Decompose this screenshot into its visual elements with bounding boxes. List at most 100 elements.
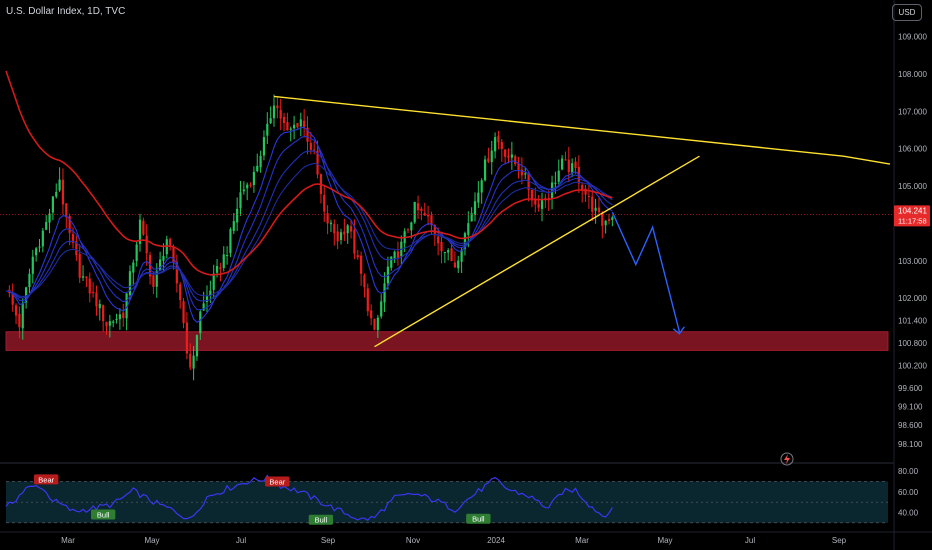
candle-body — [410, 222, 413, 231]
ema-ribbon-line-3 — [5, 150, 613, 302]
candle-body — [597, 207, 601, 213]
chart-title: U.S. Dollar Index, 1D, TVC — [6, 6, 126, 17]
candle-body — [433, 225, 436, 236]
candle-body — [85, 276, 88, 279]
candle-body — [363, 275, 366, 288]
currency-button[interactable]: USD — [892, 4, 922, 21]
candle-body — [353, 229, 356, 254]
candle-body — [336, 231, 339, 242]
candle-body — [192, 355, 195, 369]
candle-body — [366, 288, 369, 312]
candle-body — [470, 213, 473, 222]
y-tick-label: 107.000 — [898, 107, 927, 116]
candle-body — [329, 222, 333, 225]
candle-body — [460, 250, 463, 262]
candle-body — [226, 255, 229, 257]
y-tick-label: 103.000 — [898, 257, 927, 266]
candle-body — [581, 184, 584, 191]
candle-body — [416, 203, 420, 211]
candle-body — [148, 254, 152, 277]
candle-body — [487, 158, 490, 162]
candle-body — [262, 137, 266, 156]
y-tick-label: 108.000 — [898, 70, 927, 79]
divergence-label-bull: Bull — [466, 513, 491, 524]
candle-body — [540, 198, 544, 209]
divergence-badge-text: Bear — [269, 477, 285, 486]
divergence-label-bull: Bull — [308, 514, 334, 525]
candle-body — [524, 173, 527, 175]
projection-arrowhead — [672, 326, 685, 335]
candle-body — [547, 198, 550, 200]
candle-body — [282, 117, 286, 123]
y-tick-label: 99.600 — [898, 384, 923, 393]
candle-body — [182, 301, 185, 324]
candle-body — [323, 195, 326, 212]
candle-body — [249, 184, 252, 187]
candle-body — [272, 105, 276, 119]
candle-body — [41, 230, 44, 247]
candle-body — [594, 207, 597, 211]
candle-body — [38, 246, 41, 248]
candle-body — [567, 159, 570, 173]
candle-body — [393, 251, 396, 259]
candle-body — [21, 303, 24, 329]
candle-body — [373, 318, 376, 330]
candle-body — [577, 167, 580, 184]
rsi-y-tick-label: 60.00 — [898, 488, 919, 497]
divergence-badge-text: Bull — [472, 515, 485, 524]
candle-body — [413, 201, 416, 223]
candle-body — [209, 290, 212, 296]
candle-body — [172, 246, 175, 263]
candle-body — [75, 241, 78, 256]
divergence-label-bull: Bull — [90, 509, 116, 520]
candle-body — [118, 314, 121, 320]
candle-body — [259, 155, 262, 168]
candle-body — [534, 199, 537, 205]
candle-body — [102, 305, 105, 322]
candle-body — [246, 184, 249, 189]
candle-body — [601, 212, 604, 226]
candle-body — [453, 262, 456, 268]
candle-body — [122, 312, 125, 319]
candle-body — [360, 255, 363, 274]
x-tick-label: Nov — [406, 536, 420, 545]
candle-body — [420, 208, 423, 212]
candle-body — [346, 225, 349, 234]
candle-body — [239, 192, 242, 209]
candle-body — [463, 233, 467, 249]
candle-body — [78, 253, 81, 278]
candle-body — [517, 163, 520, 172]
candle-body — [437, 236, 440, 244]
candle-body — [477, 192, 480, 203]
ema-ribbon-line-4 — [5, 162, 613, 298]
candle-body — [256, 165, 259, 172]
candle-body — [95, 292, 98, 307]
candle-body — [55, 191, 58, 197]
candle-body — [383, 283, 386, 303]
candle-body — [219, 267, 222, 270]
candle-body — [483, 159, 487, 181]
candle-body — [65, 203, 68, 218]
candle-body — [349, 226, 353, 232]
candle-body — [222, 254, 225, 268]
x-tick-label: May — [657, 536, 672, 545]
candle-body — [68, 216, 71, 233]
candle-body — [28, 273, 31, 288]
candle-body — [61, 179, 65, 205]
candle-body — [266, 123, 269, 136]
candle-body — [179, 284, 182, 301]
candle-body — [132, 262, 135, 273]
price-tag — [894, 205, 930, 227]
y-tick-label: 98.100 — [898, 440, 923, 449]
candle-body — [252, 171, 255, 186]
candle-body — [406, 229, 410, 231]
candle-body — [607, 219, 611, 222]
lightning-icon — [780, 452, 794, 466]
price-tag-countdown: 11:17:58 — [898, 216, 927, 225]
x-tick-label: Sep — [832, 536, 847, 545]
candle-body — [195, 335, 199, 357]
candle-body — [185, 322, 188, 354]
divergence-badge — [466, 513, 491, 524]
candle-body — [507, 155, 510, 158]
